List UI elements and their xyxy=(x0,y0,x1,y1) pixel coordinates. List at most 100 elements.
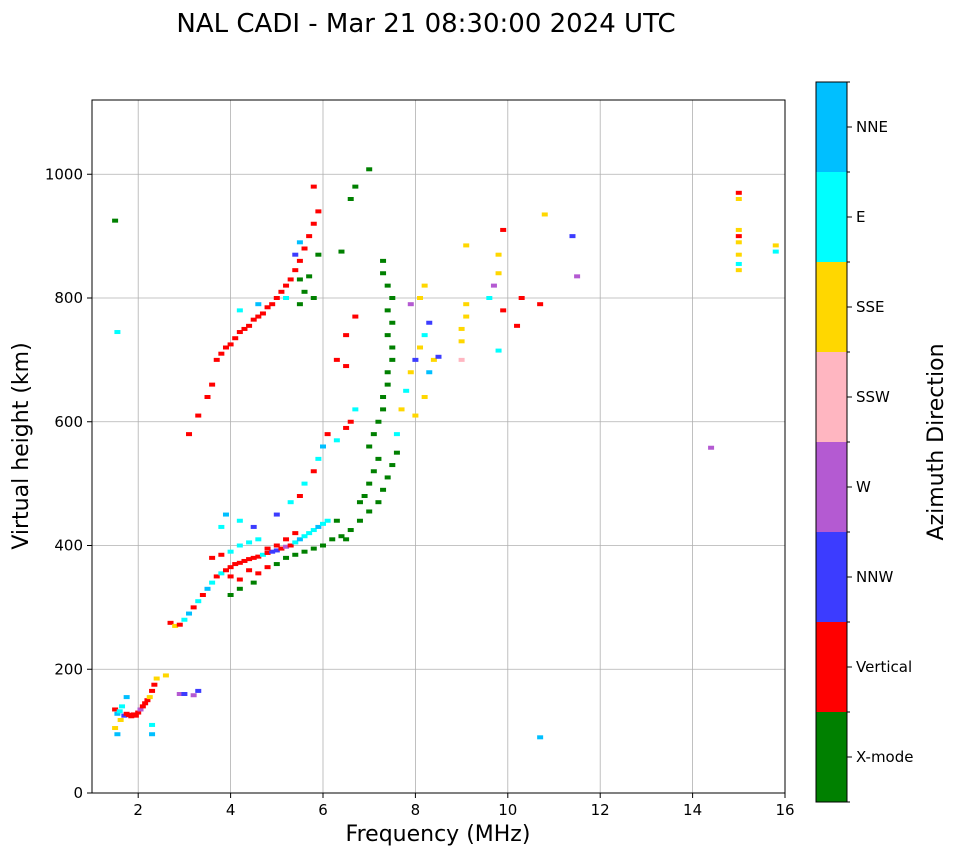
echo-point xyxy=(112,218,119,223)
echo-point xyxy=(430,357,437,362)
echo-point xyxy=(389,345,396,350)
echo-point xyxy=(463,243,470,248)
echo-point xyxy=(735,252,742,257)
echo-point xyxy=(283,283,290,288)
echo-point xyxy=(537,735,544,740)
echo-point xyxy=(236,330,243,335)
echo-point xyxy=(375,456,382,461)
echo-point xyxy=(162,673,169,678)
echo-point xyxy=(320,444,326,449)
echo-point xyxy=(301,246,308,251)
echo-point xyxy=(123,695,130,700)
y-tick-label: 200 xyxy=(54,660,83,678)
echo-point xyxy=(151,682,158,687)
echo-point xyxy=(310,221,317,226)
echo-point xyxy=(137,707,144,712)
echo-point xyxy=(301,481,308,486)
echo-point xyxy=(735,197,742,201)
echo-point xyxy=(356,500,363,505)
echo-point xyxy=(296,277,303,282)
echo-point xyxy=(426,370,433,375)
colorbar-segment xyxy=(816,172,847,262)
echo-point xyxy=(232,336,239,341)
echo-point xyxy=(259,552,266,557)
echo-point xyxy=(421,333,428,338)
echo-point xyxy=(296,302,303,307)
echo-point xyxy=(236,560,243,565)
echo-point xyxy=(380,487,387,492)
x-tick-label: 2 xyxy=(133,801,143,819)
echo-point xyxy=(343,537,350,542)
echo-point xyxy=(167,620,174,625)
echo-point xyxy=(176,622,183,627)
echo-point xyxy=(310,469,317,474)
echo-point xyxy=(246,568,253,573)
echo-point xyxy=(269,302,276,307)
echo-point xyxy=(361,494,368,498)
x-tick-label: 4 xyxy=(226,801,236,819)
echo-point xyxy=(407,370,414,375)
echo-point xyxy=(417,296,424,300)
echo-point xyxy=(190,693,197,698)
echo-point xyxy=(255,571,262,576)
echo-point xyxy=(273,562,280,567)
echo-point xyxy=(116,709,123,714)
echo-point xyxy=(366,509,373,514)
echo-point xyxy=(352,407,359,412)
echo-point xyxy=(310,528,317,533)
echo-point xyxy=(264,305,271,310)
echo-point xyxy=(315,252,322,257)
echo-point xyxy=(329,537,336,542)
echo-point xyxy=(417,345,424,350)
echo-point xyxy=(255,314,262,319)
echo-point xyxy=(495,271,502,276)
plot-background xyxy=(92,100,785,793)
echo-point xyxy=(132,713,139,718)
echo-point xyxy=(380,271,387,276)
echo-point xyxy=(463,314,470,319)
y-tick-label: 0 xyxy=(73,784,83,802)
echo-point xyxy=(236,518,243,523)
echo-point xyxy=(195,599,202,604)
echo-point xyxy=(283,544,290,549)
echo-point xyxy=(273,548,280,553)
echo-point xyxy=(421,395,428,399)
echo-point xyxy=(292,531,299,536)
echo-point xyxy=(209,555,216,560)
colorbar-segment xyxy=(816,532,847,622)
echo-point xyxy=(407,302,414,307)
echo-point xyxy=(142,701,149,706)
y-tick-label: 600 xyxy=(54,413,83,431)
y-tick-label: 400 xyxy=(54,537,83,555)
echo-point xyxy=(204,586,211,591)
x-tick-label: 6 xyxy=(318,801,328,819)
echo-point xyxy=(236,543,243,548)
echo-point xyxy=(287,543,294,548)
echo-point xyxy=(310,184,317,189)
echo-point xyxy=(389,320,396,325)
echo-point xyxy=(393,450,400,455)
echo-point xyxy=(222,345,229,350)
echo-point xyxy=(117,717,124,722)
echo-point xyxy=(273,296,280,300)
echo-point xyxy=(250,524,257,529)
echo-point xyxy=(389,357,396,362)
echo-point xyxy=(458,339,465,344)
echo-point xyxy=(172,623,179,628)
echo-point xyxy=(569,234,576,239)
echo-point xyxy=(269,549,276,554)
echo-point xyxy=(209,580,216,585)
echo-point xyxy=(209,382,216,387)
echo-point xyxy=(333,518,340,523)
echo-point xyxy=(283,555,290,560)
echo-point xyxy=(384,370,391,375)
echo-point xyxy=(227,565,234,570)
echo-point xyxy=(186,611,193,616)
colorbar-tick-label: E xyxy=(856,208,865,226)
echo-point xyxy=(315,209,322,214)
echo-point xyxy=(708,445,715,450)
echo-point xyxy=(772,249,779,254)
echo-point xyxy=(458,357,465,362)
echo-point xyxy=(292,268,299,273)
echo-point xyxy=(366,167,373,172)
